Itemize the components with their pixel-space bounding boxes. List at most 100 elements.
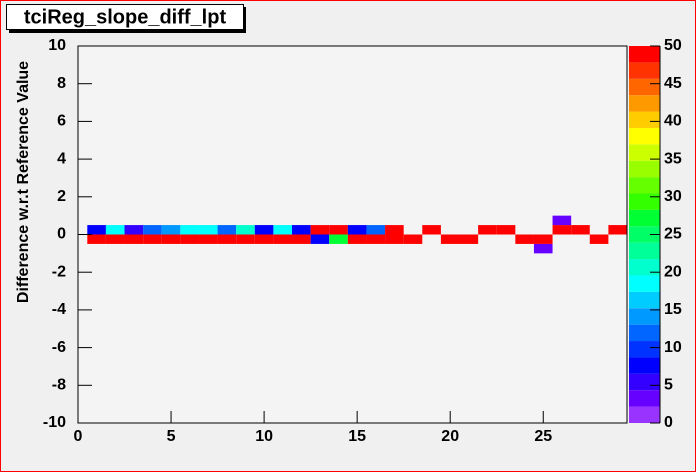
heatmap-cell [552,215,572,226]
heatmap-cell [105,225,125,235]
heatmap-cell [161,225,181,235]
heatmap-cell [87,225,106,235]
y-tick-label: -8 [52,377,66,394]
heatmap-cell [459,234,479,244]
heatmap-cell [124,234,144,244]
heatmap-cell [273,225,293,235]
color-bar-band [629,46,660,63]
heatmap-cell [347,234,367,244]
z-tick-label: 25 [664,226,682,243]
y-tick-label: -10 [43,414,66,431]
color-bar-band [629,144,660,161]
color-bar-band [629,324,660,342]
plot-border [77,45,628,424]
heatmap-cell [533,234,553,244]
heatmap-cell [366,234,386,244]
color-bar-band [629,390,660,407]
z-tick-label: 15 [664,301,682,318]
title-box [6,4,244,30]
color-bar-band [629,373,660,391]
heatmap-cell [254,234,274,244]
color-bar-band [629,242,660,260]
heatmap-cell [217,234,237,244]
heatmap-cell [440,234,460,244]
heatmap-cell [143,234,162,244]
x-tick-label: 10 [255,428,273,445]
heatmap-cell [366,225,386,235]
color-bar-band [629,193,660,210]
color-bar-band [629,127,660,145]
x-tick-label: 0 [74,428,83,445]
color-bar-band [629,111,660,128]
heatmap-cell [329,234,348,244]
heatmap-cell [589,234,609,244]
heatmap-cell [571,225,590,235]
x-tick-label: 25 [534,428,552,445]
heatmap-cell [292,234,311,244]
color-bar-band [629,357,660,374]
heatmap-cell [161,234,181,244]
heatmap-cell [124,225,144,235]
color-bar-band [629,406,660,423]
heatmap-cell [310,234,330,244]
heatmap-cell [310,225,330,235]
heatmap-cell [180,225,199,235]
heatmap-cell [198,234,218,244]
z-tick-label: 20 [664,263,682,280]
heatmap-cell [236,234,255,244]
heatmap-cell [180,234,199,244]
heatmap-cell [422,225,441,235]
y-tick-label: -4 [52,301,66,318]
heatmap-cell [217,225,237,235]
z-tick-label: 30 [664,188,682,205]
y-tick-label: -6 [52,339,66,356]
heatmap-cell [515,234,534,244]
heatmap-cell [385,225,404,235]
heatmap-cell [403,234,423,244]
z-tick-label: 45 [664,75,682,92]
heatmap-cell [105,234,125,244]
heatmap-cell [292,225,311,235]
y-tick-label: 6 [57,113,66,130]
y-tick-label: 0 [57,226,66,243]
heatmap-cell [347,225,367,235]
heatmap-cell [533,243,553,254]
color-bar-band [629,226,660,243]
color-bar-band [629,291,660,309]
y-tick-label: 4 [57,150,66,167]
heatmap-cell [198,225,218,235]
color-bar-band [629,78,660,96]
heatmap-cell [143,225,162,235]
heatmap-cell [329,225,348,235]
y-tick-label: 10 [48,37,66,54]
heatmap-cell [552,225,572,235]
z-tick-label: 40 [664,113,682,130]
y-tick-label: 2 [57,188,66,205]
color-bar-band [629,62,660,79]
color-bar-band [629,275,660,292]
x-tick-label: 15 [348,428,366,445]
color-bar-band [629,341,660,358]
y-axis-label: Difference w.r.t Reference Value [15,61,32,303]
y-tick-label: 8 [57,75,66,92]
color-bar-band [629,259,660,276]
y-tick-label: -2 [52,263,66,280]
z-tick-label: 50 [664,37,682,54]
heatmap-cell [385,234,404,244]
heatmap-cell [608,225,627,235]
z-tick-label: 0 [664,414,673,431]
heatmap-cell [254,225,274,235]
color-bar-band [629,209,660,227]
color-bar-band [629,308,660,325]
heatmap-cell [496,225,516,235]
color-bar-band [629,160,660,178]
color-bar-band [629,95,660,112]
heatmap-cell [87,234,106,244]
x-tick-label: 20 [441,428,459,445]
heatmap-cell [478,225,497,235]
chart-title: tciReg_slope_diff_lpt [24,6,227,28]
z-tick-label: 5 [664,377,673,394]
color-bar-band [629,177,660,194]
z-tick-label: 35 [664,150,682,167]
